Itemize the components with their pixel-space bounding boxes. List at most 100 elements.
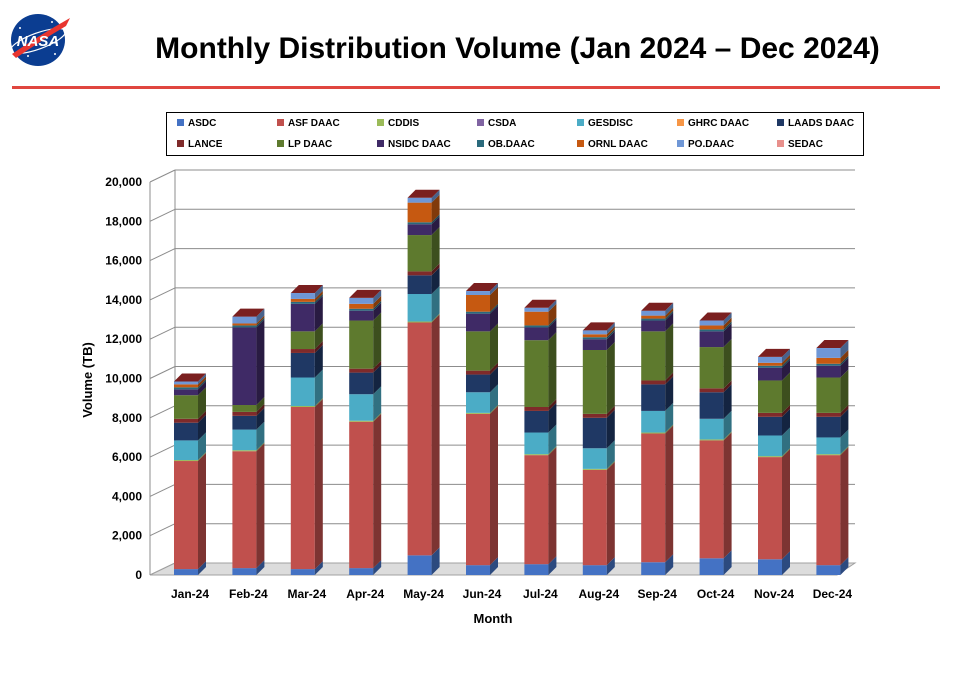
bar-segment-side — [256, 560, 265, 575]
legend-swatch — [477, 140, 484, 147]
bar-segment-front — [349, 394, 374, 421]
bar-segment — [466, 305, 498, 332]
bar-segment-side — [548, 556, 557, 575]
legend-swatch — [777, 140, 784, 147]
bar-segment-front — [699, 325, 724, 330]
bar-segment-front — [466, 412, 490, 414]
legend-item: LP DAAC — [277, 139, 332, 151]
bar-segment-side — [665, 554, 674, 575]
bar-segment-front — [232, 450, 257, 452]
bar-segment — [174, 453, 206, 570]
bar-segment-front — [524, 340, 549, 407]
legend-swatch — [377, 119, 384, 126]
bar-segment-side — [373, 386, 382, 421]
bar-segment — [232, 308, 265, 324]
bar-segment — [349, 364, 382, 395]
bar-segment-side — [840, 340, 849, 358]
bar-segment-front — [758, 367, 782, 381]
bar-segment — [641, 376, 674, 411]
bar-segment-side — [548, 402, 557, 433]
bar-segment-side — [198, 432, 206, 461]
bar-segment-front — [758, 457, 782, 560]
bar-segment — [641, 323, 674, 381]
bar-top-cap — [524, 299, 557, 308]
bar-segment-front — [466, 311, 490, 314]
bar-segment-front — [641, 310, 666, 316]
legend-label: ASF DAAC — [288, 118, 340, 129]
bar-segment — [524, 398, 557, 411]
bar-segment — [466, 362, 498, 375]
legend-item: ORNL DAAC — [577, 139, 648, 151]
legend-item: CSDA — [477, 118, 516, 130]
bar-segment-front — [582, 448, 607, 469]
bar-segment-front — [524, 406, 549, 411]
bar-segment-front — [407, 222, 432, 225]
bar-segment — [524, 402, 557, 433]
bar-segment — [699, 431, 732, 441]
bar-segment-side — [431, 267, 440, 295]
bar-top-cap — [349, 289, 382, 298]
bar-segment-side — [314, 341, 323, 353]
bar-segment-front — [582, 417, 607, 449]
bar-segment-side — [782, 357, 790, 368]
bar-segment — [641, 402, 674, 433]
x-tick-label: Mar-24 — [287, 587, 326, 601]
bar-segment-front — [641, 331, 666, 381]
bar-segment-side — [548, 299, 557, 312]
legend-label: PO.DAAC — [688, 139, 735, 150]
bar-segment-front — [290, 406, 315, 570]
bar-segment — [816, 429, 849, 455]
bar-segment-front — [816, 416, 841, 438]
bar-segment-front — [524, 307, 549, 312]
bar-segment-front — [641, 380, 666, 385]
bar-segment — [699, 384, 732, 419]
bar-segment — [816, 340, 849, 358]
bar-segment — [349, 312, 382, 369]
bar-segment — [582, 461, 615, 566]
bar-segment — [641, 554, 674, 575]
bar-segment-side — [665, 307, 674, 319]
legend-label: LP DAAC — [288, 139, 333, 150]
bar-segment-side — [198, 452, 206, 462]
bar-segment-side — [606, 331, 615, 351]
bar-top-cap — [758, 348, 790, 357]
bar-segment-side — [490, 323, 498, 371]
bar-segment — [174, 414, 206, 441]
x-tick-label: Dec-24 — [813, 587, 853, 601]
grid-diagonal — [149, 326, 176, 340]
bar-segment-side — [782, 427, 790, 457]
legend-item: ASDC — [177, 118, 216, 130]
bar-segment-side — [723, 323, 732, 348]
bar-segment-front — [174, 387, 198, 390]
y-tick-label: 14,000 — [105, 293, 142, 307]
bar-segment-side — [373, 312, 382, 369]
bar-segment-front — [699, 388, 724, 393]
bar-segment-side — [431, 216, 440, 236]
bar-segment — [758, 404, 790, 417]
bar-segment — [641, 424, 674, 434]
bar-segment — [232, 443, 265, 569]
bar-segment-side — [373, 300, 382, 311]
bar-segment-front — [349, 421, 374, 569]
bar-segment — [232, 317, 265, 328]
bar-segment — [758, 408, 790, 436]
bar-segment-front — [641, 432, 666, 434]
bar-segment — [232, 397, 265, 412]
bar-segment-front — [174, 389, 198, 396]
bar-segment-front — [349, 297, 374, 304]
legend-item: PO.DAAC — [677, 139, 734, 151]
bar-segment — [524, 424, 557, 455]
bar-segment — [699, 321, 732, 332]
legend-label: LAADS DAAC — [788, 118, 855, 129]
bar-segment-front — [466, 313, 490, 332]
bar-segment-front — [816, 455, 841, 566]
legend-swatch — [777, 119, 784, 126]
bar-segment-front — [349, 372, 374, 395]
bar-segment-side — [373, 413, 382, 569]
bar-segment-front — [349, 320, 374, 369]
bar-segment — [174, 387, 206, 419]
bar-segment — [641, 302, 674, 316]
bar-segment-side — [606, 405, 615, 418]
bar-segment — [758, 551, 790, 575]
bar-segment — [699, 432, 732, 559]
